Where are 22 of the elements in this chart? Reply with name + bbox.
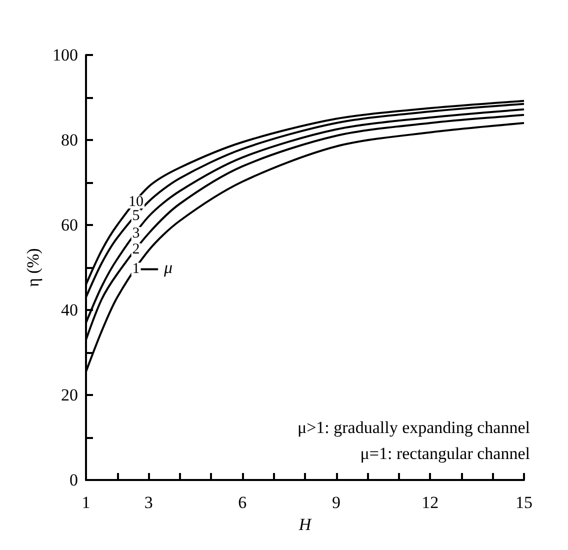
x-tick-label: 12 (422, 493, 439, 512)
x-tick-label: 6 (238, 493, 247, 512)
y-axis-title: η (%) (24, 248, 43, 287)
series-label: 1 (132, 261, 140, 278)
series-label: 10 (128, 194, 144, 210)
annotation: μ>1: gradually expanding channel (297, 418, 530, 437)
series-label: 5 (132, 208, 140, 224)
x-axis-title: H (298, 514, 313, 534)
x-tick-label: 1 (82, 493, 90, 512)
x-tick-label: 9 (332, 493, 341, 512)
y-tick-label: 60 (61, 216, 78, 234)
annotation: μ (163, 258, 173, 278)
y-tick-label: 100 (52, 46, 78, 64)
annotation: μ=1: rectangular channel (360, 444, 530, 463)
y-tick-label: 40 (61, 300, 78, 320)
y-tick-label: 80 (61, 130, 78, 150)
series-label: 2 (132, 242, 140, 258)
x-tick-label: 3 (144, 493, 153, 512)
series-label: 3 (132, 226, 140, 242)
y-tick-label: 20 (61, 386, 78, 404)
x-tick-label: 15 (516, 493, 532, 512)
y-tick-label: 0 (70, 470, 78, 490)
